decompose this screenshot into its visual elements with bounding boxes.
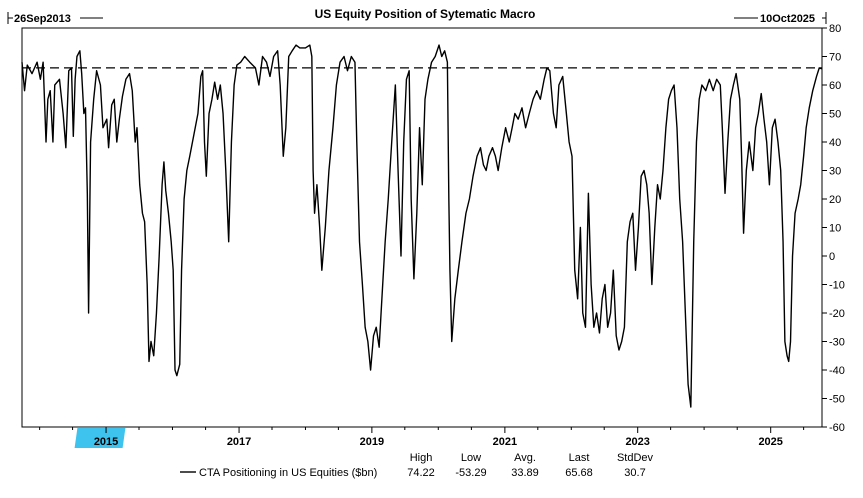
legend-series-name: CTA Positioning in US Equities ($bn) (199, 467, 377, 479)
x-tick-label-2023: 2023 (625, 436, 649, 448)
y-tick-label: -10 (829, 280, 845, 292)
legend-stat-avg: 33.89 (511, 467, 539, 479)
x-tick-label-2021: 2021 (493, 436, 517, 448)
legend-header-low: Low (461, 452, 481, 464)
y-tick-label: 60 (829, 80, 841, 92)
legend-header-last: Last (569, 452, 590, 464)
end-date-label: 10Oct2025 (760, 13, 815, 25)
y-tick-label: 10 (829, 223, 841, 235)
y-tick-label: 40 (829, 137, 841, 149)
chart-title: US Equity Position of Sytematic Macro (315, 7, 536, 21)
legend-stat-stddev: 30.7 (624, 467, 645, 479)
y-tick-label: 70 (829, 52, 841, 64)
legend-header-high: High (410, 452, 433, 464)
y-tick-label: -60 (829, 422, 845, 434)
start-date-label: 26Sep2013 (14, 13, 71, 25)
y-tick-label: 20 (829, 194, 841, 206)
series-line-cta-positioning (21, 44, 823, 408)
y-tick-label: -50 (829, 394, 845, 406)
x-tick-label-2019: 2019 (360, 436, 384, 448)
y-tick-label: 80 (829, 23, 841, 35)
y-tick-label: 50 (829, 109, 841, 121)
x-tick-label-2017: 2017 (227, 436, 251, 448)
y-tick-label: 0 (829, 251, 835, 263)
y-tick-label: -40 (829, 365, 845, 377)
legend-stat-low: -53.29 (455, 467, 486, 479)
legend-stat-last: 65.68 (565, 467, 593, 479)
y-tick-label: -30 (829, 337, 845, 349)
legend-header-stddev: StdDev (617, 452, 654, 464)
x-tick-label-2015: 2015 (94, 436, 118, 448)
y-tick-label: -20 (829, 308, 845, 320)
legend: High Low Avg. Last StdDev CTA Positionin… (180, 452, 654, 479)
x-tick-label-2025: 2025 (758, 436, 782, 448)
legend-stat-high: 74.22 (407, 467, 435, 479)
legend-header-avg: Avg. (514, 452, 536, 464)
y-tick-label: 30 (829, 166, 841, 178)
